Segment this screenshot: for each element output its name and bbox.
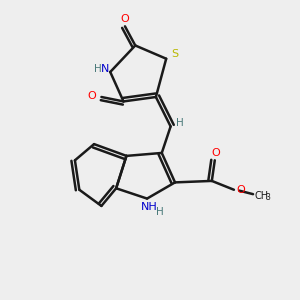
Text: O: O [236, 185, 245, 195]
Text: O: O [88, 91, 96, 100]
Text: NH: NH [141, 202, 158, 212]
Text: H: H [176, 118, 184, 128]
Text: O: O [212, 148, 220, 158]
Text: H: H [155, 207, 163, 217]
Text: O: O [121, 14, 129, 24]
Text: CH: CH [254, 190, 269, 201]
Text: 3: 3 [266, 194, 270, 202]
Text: N: N [100, 64, 109, 74]
Text: S: S [172, 49, 178, 59]
Text: H: H [94, 64, 102, 74]
